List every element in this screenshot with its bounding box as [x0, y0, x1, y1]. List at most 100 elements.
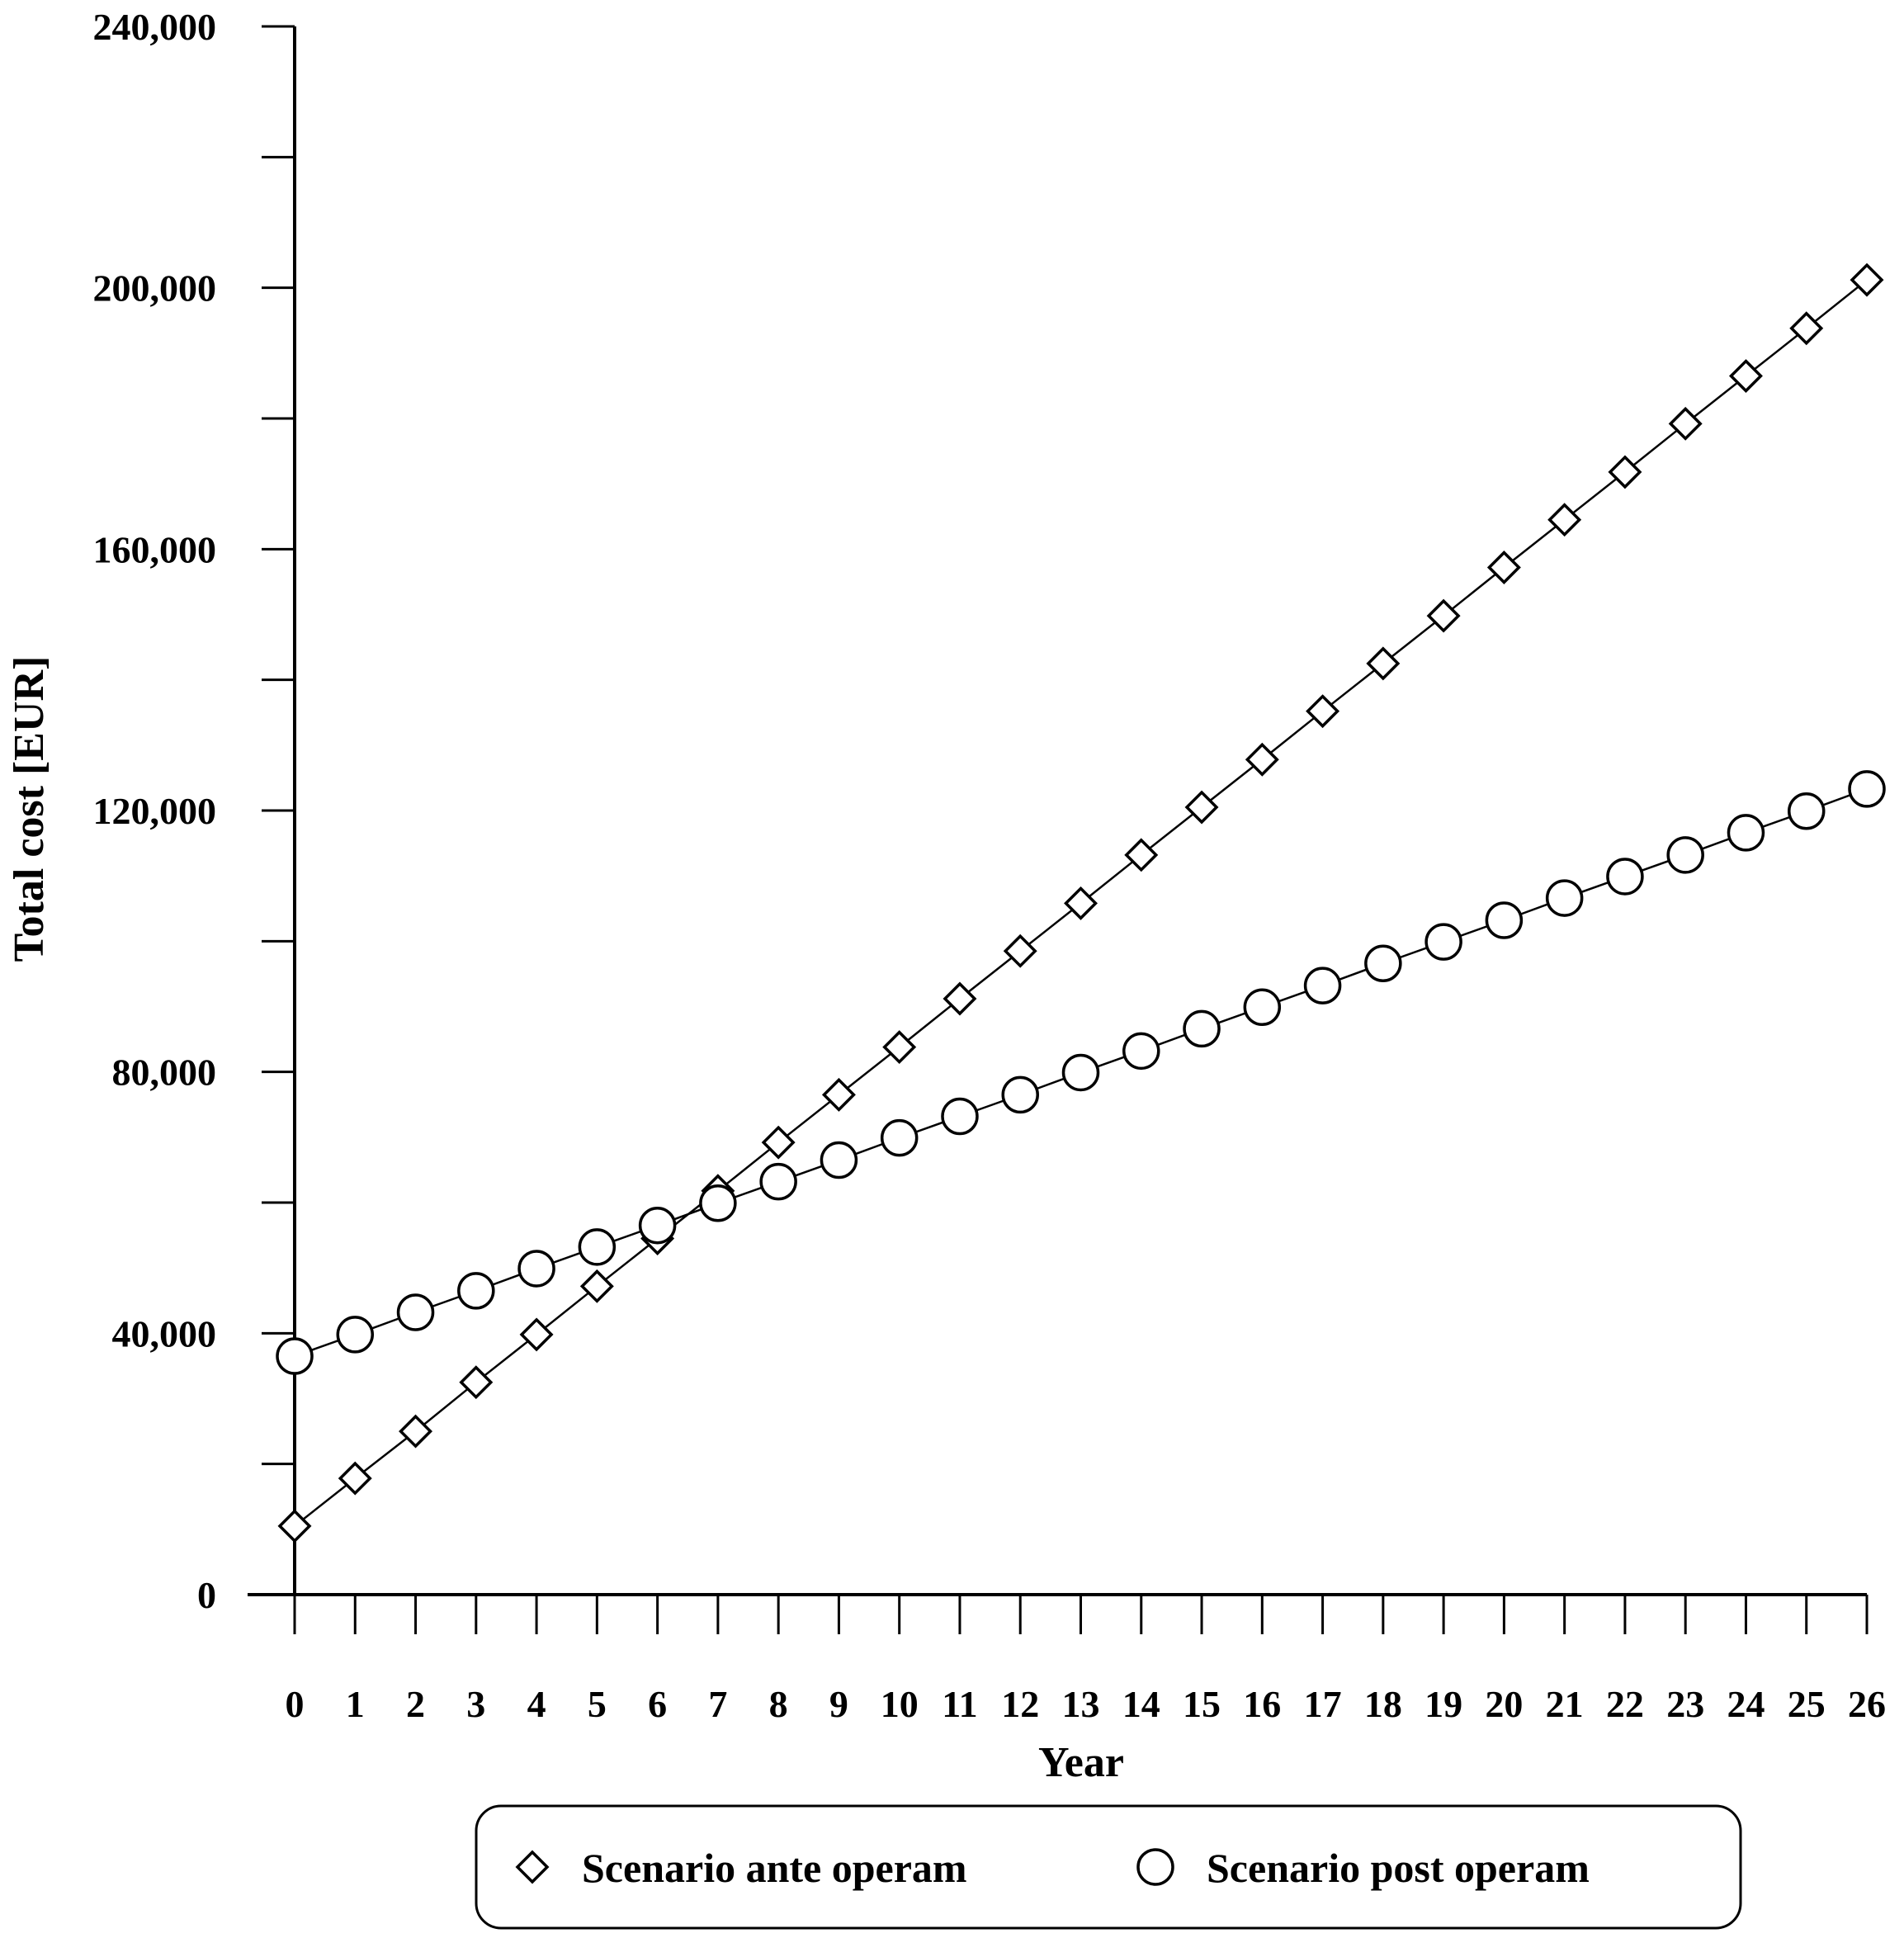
data-point	[579, 1269, 614, 1303]
data-point	[699, 1184, 737, 1222]
data-point	[943, 981, 977, 1016]
data-point	[941, 1097, 979, 1136]
axes	[248, 26, 1867, 1596]
data-point	[459, 1365, 494, 1400]
data-point	[1787, 792, 1826, 830]
data-point	[276, 1337, 314, 1375]
data-point	[517, 1250, 555, 1288]
y-tick-label: 0	[197, 1574, 216, 1616]
y-axis-title: Total cost [EUR]	[6, 656, 53, 962]
data-point	[1124, 838, 1159, 872]
x-tick-label: 21	[1546, 1683, 1584, 1725]
data-point	[1306, 694, 1340, 729]
x-tick-label: 26	[1848, 1683, 1886, 1725]
y-tick-label: 160,000	[93, 528, 217, 570]
x-tick-label: 10	[881, 1683, 919, 1725]
data-point	[1183, 1009, 1221, 1048]
data-point	[882, 1030, 917, 1065]
legend-marker-diamond	[515, 1850, 550, 1884]
x-axis-title: Year	[1038, 1739, 1124, 1786]
x-tick-label: 8	[769, 1683, 788, 1725]
y-tick-label: 200,000	[93, 267, 217, 310]
series-0	[277, 262, 1884, 1543]
data-point	[1303, 967, 1342, 1004]
data-point	[1485, 901, 1524, 939]
data-point	[1848, 770, 1886, 808]
legend-box	[475, 1804, 1742, 1930]
x-tick-label: 17	[1304, 1683, 1342, 1725]
y-axis-ticks: 0 40,000 80,000 120,000 160,000 200,000 240,00…	[93, 6, 295, 1616]
data-point	[761, 1125, 796, 1160]
x-tick-label: 11	[942, 1683, 977, 1725]
y-tick-label: 120,000	[93, 790, 217, 832]
x-tick-label: 24	[1727, 1683, 1765, 1725]
data-point	[1424, 923, 1462, 961]
x-tick-label: 23	[1666, 1683, 1704, 1725]
data-point	[638, 1206, 677, 1245]
x-tick-label: 5	[588, 1683, 607, 1725]
x-tick-label: 18	[1364, 1683, 1402, 1725]
x-tick-label: 3	[466, 1683, 485, 1725]
data-point	[277, 1509, 312, 1543]
x-tick-label: 7	[708, 1683, 727, 1725]
x-tick-label: 0	[286, 1683, 305, 1725]
x-tick-label: 14	[1122, 1683, 1160, 1725]
y-tick-label: 240,000	[93, 6, 217, 48]
data-point	[821, 1077, 856, 1112]
data-point	[1122, 1032, 1160, 1071]
data-point	[1061, 1053, 1100, 1092]
x-tick-label: 13	[1062, 1683, 1100, 1725]
data-point	[1666, 836, 1704, 874]
y-tick-label: 40,000	[112, 1312, 217, 1354]
x-tick-label: 22	[1606, 1683, 1644, 1725]
data-point	[519, 1317, 554, 1352]
x-tick-label: 20	[1485, 1683, 1523, 1725]
data-point	[1486, 551, 1521, 584]
data-point	[1426, 598, 1461, 633]
x-axis-ticks: 0 1 2 3 4 5 6 7 8 9 10 11 12 13 14 15 16 17 18 19 20 21 22 23 24…	[286, 1595, 1886, 1725]
x-tick-label: 9	[829, 1683, 848, 1725]
data-point	[1727, 814, 1765, 852]
data-point	[1789, 311, 1824, 346]
data-point	[1366, 646, 1401, 681]
data-point	[336, 1316, 375, 1354]
data-point	[1728, 359, 1763, 394]
data-point	[1608, 455, 1642, 489]
y-tick-label: 80,000	[112, 1052, 217, 1094]
x-tick-label: 12	[1001, 1683, 1039, 1725]
series-1	[276, 770, 1886, 1375]
data-point	[1064, 886, 1098, 920]
data-point	[1243, 988, 1282, 1027]
x-tick-label: 4	[527, 1683, 546, 1725]
x-tick-label: 2	[406, 1683, 425, 1725]
data-point	[820, 1141, 858, 1179]
x-tick-label: 16	[1243, 1683, 1281, 1725]
data-point	[1001, 1075, 1039, 1114]
legend-items: Scenario ante operam Scenario post operam	[515, 1845, 1590, 1891]
data-point	[1668, 406, 1703, 441]
data-point	[1184, 790, 1219, 825]
legend: Scenario ante operam Scenario post operam	[475, 1804, 1742, 1930]
x-tick-label: 6	[648, 1683, 667, 1725]
data-point	[1850, 262, 1884, 297]
data-point	[1003, 934, 1037, 968]
data-point	[1606, 858, 1644, 896]
data-point	[396, 1293, 435, 1331]
data-point	[1547, 503, 1582, 537]
data-point	[1245, 742, 1279, 777]
data-point	[457, 1272, 495, 1310]
x-tick-label: 1	[346, 1683, 365, 1725]
data-point	[399, 1414, 433, 1449]
legend-marker-circle	[1136, 1848, 1174, 1886]
legend-label: Scenario ante operam	[582, 1845, 967, 1891]
series-layer	[276, 262, 1886, 1543]
legend-label: Scenario post operam	[1207, 1845, 1590, 1891]
data-point	[1364, 944, 1402, 982]
x-tick-label: 15	[1183, 1683, 1221, 1725]
data-point	[759, 1162, 797, 1201]
data-point	[338, 1461, 372, 1496]
x-tick-label: 25	[1788, 1683, 1826, 1725]
data-point	[1545, 879, 1584, 917]
x-tick-label: 19	[1424, 1683, 1462, 1725]
